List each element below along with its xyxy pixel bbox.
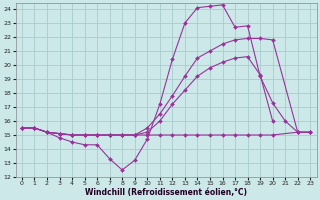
X-axis label: Windchill (Refroidissement éolien,°C): Windchill (Refroidissement éolien,°C) xyxy=(85,188,247,197)
